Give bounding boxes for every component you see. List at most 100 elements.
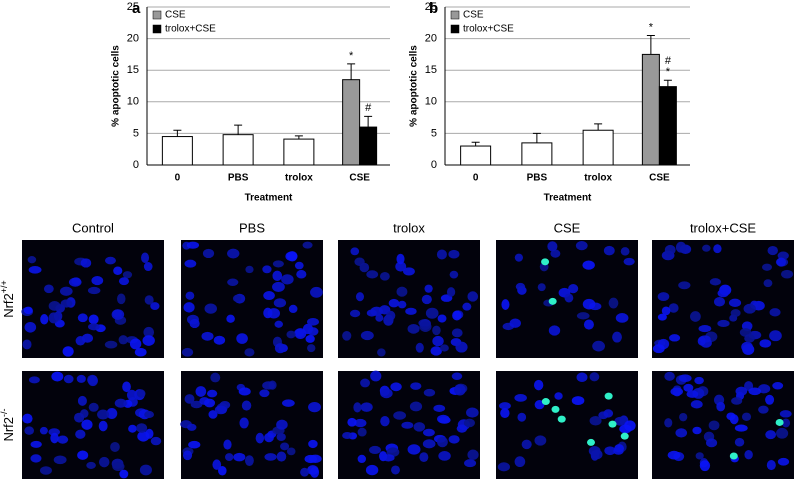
micrograph (496, 240, 638, 358)
nucleus (396, 253, 405, 265)
nucleus (59, 286, 73, 296)
nucleus (106, 408, 118, 419)
nucleus (664, 244, 676, 255)
nucleus (415, 342, 424, 353)
nucleus (690, 311, 701, 322)
nucleus (360, 378, 370, 388)
nucleus (118, 335, 128, 345)
nucleus (122, 271, 133, 279)
nucleus (455, 341, 468, 353)
nucleus (554, 392, 563, 400)
nucleus (354, 418, 367, 428)
nucleus (514, 456, 526, 468)
nucleus (62, 346, 74, 357)
nucleus (537, 283, 546, 292)
nucleus (466, 407, 479, 418)
micrograph (21, 240, 164, 358)
nucleus (212, 459, 222, 470)
nucleus (608, 297, 619, 309)
nucleus (436, 249, 447, 260)
nucleus (669, 334, 681, 342)
nucleus (664, 418, 673, 428)
nucleus (390, 382, 402, 392)
apoptotic-nucleus (541, 398, 550, 406)
nucleus (300, 467, 309, 477)
nucleus (208, 410, 218, 419)
nucleus (379, 271, 390, 281)
nucleus (728, 298, 742, 307)
nucleus (667, 450, 681, 460)
nucleus (213, 335, 226, 345)
micrograph-bg (181, 240, 323, 358)
nucleus (620, 247, 630, 256)
y-axis-label: % apoptotic cells (111, 45, 122, 127)
nucleus (104, 256, 116, 265)
nucleus (730, 309, 741, 317)
nucleus (467, 449, 479, 460)
nucleus (354, 257, 365, 266)
nucleus (75, 336, 86, 346)
nucleus (675, 241, 687, 253)
nucleus (129, 338, 142, 350)
x-tick-label: PBS (228, 173, 249, 184)
error-bar (471, 141, 480, 147)
nucleus (114, 398, 127, 408)
annotation: * (666, 66, 671, 78)
nucleus (226, 314, 235, 323)
nucleus (615, 313, 629, 323)
nucleus (407, 323, 420, 334)
nucleus (113, 266, 123, 275)
micrograph (180, 371, 323, 479)
x-tick-label: 0 (175, 173, 181, 184)
nucleus (272, 281, 285, 292)
nucleus (403, 267, 415, 276)
nucleus (766, 460, 776, 471)
nucleus (307, 327, 319, 336)
nucleus (111, 309, 125, 320)
nucleus (623, 257, 635, 266)
nucleus (781, 418, 791, 428)
nucleus (772, 381, 784, 390)
y-tick-label: 5 (133, 127, 139, 139)
nucleus (218, 466, 227, 476)
nucleus (661, 306, 671, 316)
nucleus (274, 320, 283, 328)
nucleus (30, 440, 42, 448)
nucleus (116, 293, 126, 305)
nucleus (497, 462, 510, 472)
row-label-sup: -/- (0, 408, 9, 417)
nucleus (355, 292, 365, 302)
nucleus (425, 307, 439, 319)
nucleus (409, 401, 423, 412)
nucleus (777, 457, 790, 466)
nucleus (202, 248, 215, 259)
micrograph (496, 371, 638, 479)
legend-swatch (450, 24, 460, 34)
nucleus (88, 314, 99, 325)
nucleus (245, 265, 254, 274)
nucleus (308, 401, 321, 413)
nucleus (143, 262, 153, 272)
nucleus (280, 442, 290, 451)
nucleus (286, 251, 298, 262)
bar (582, 129, 614, 166)
nucleus (142, 335, 155, 346)
apoptotic-nucleus (729, 452, 738, 460)
nucleus (369, 445, 381, 455)
nucleus (150, 302, 160, 310)
nucleus (533, 379, 544, 391)
nucleus (281, 274, 294, 285)
nucleus (186, 241, 200, 249)
annotation: # (365, 102, 372, 114)
nucleus (419, 452, 429, 463)
error-bar (173, 129, 182, 137)
annotation: # (665, 55, 672, 67)
apoptotic-nucleus (608, 420, 617, 428)
nucleus (51, 371, 64, 382)
nucleus (236, 333, 248, 344)
bar (342, 79, 361, 166)
micrograph (22, 371, 164, 479)
nucleus (421, 294, 432, 305)
nucleus (456, 424, 468, 433)
